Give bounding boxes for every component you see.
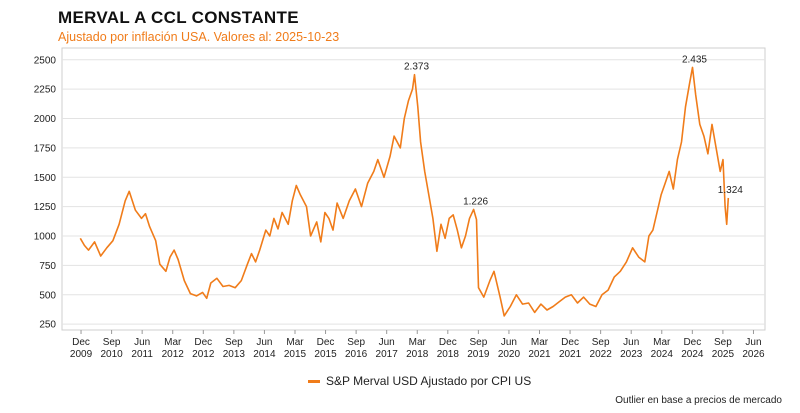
x-tick-label-year: 2020 xyxy=(498,349,521,360)
legend-swatch xyxy=(308,379,320,383)
x-tick-label-month: Sep xyxy=(592,337,610,348)
y-tick-label: 250 xyxy=(39,320,56,331)
x-tick-label-year: 2010 xyxy=(100,349,123,360)
x-tick-label-year: 2021 xyxy=(528,349,551,360)
chart-title: MERVAL A CCL CONSTANTE xyxy=(58,8,299,27)
x-tick-label-month: Dec xyxy=(194,337,212,348)
x-tick-label-year: 2016 xyxy=(345,349,368,360)
x-tick-label-month: Mar xyxy=(531,337,549,348)
x-tick-label-month: Mar xyxy=(653,337,671,348)
x-tick-label-year: 2012 xyxy=(162,349,185,360)
data-label: 2.435 xyxy=(682,54,707,65)
series-line xyxy=(79,66,730,317)
x-tick-label-month: Sep xyxy=(469,337,487,348)
x-tick-label-month: Jun xyxy=(501,337,517,348)
data-label: 1.324 xyxy=(718,185,743,196)
y-tick-label: 1750 xyxy=(34,143,57,154)
y-tick-label: 750 xyxy=(39,261,56,272)
data-label: 1.226 xyxy=(463,196,488,207)
x-tick-label-year: 2022 xyxy=(590,349,613,360)
x-tick-label-year: 2014 xyxy=(253,349,276,360)
y-tick-label: 2250 xyxy=(34,85,57,96)
x-tick-label-year: 2025 xyxy=(712,349,735,360)
x-tick-label-year: 2015 xyxy=(284,349,307,360)
x-tick-label-year: 2013 xyxy=(223,349,246,360)
x-tick-label-month: Sep xyxy=(714,337,732,348)
x-tick-label-year: 2017 xyxy=(376,349,399,360)
x-tick-label-month: Mar xyxy=(164,337,182,348)
x-tick-label-year: 2012 xyxy=(192,349,215,360)
x-tick-label-month: Dec xyxy=(683,337,701,348)
x-tick-label-month: Dec xyxy=(439,337,457,348)
chart-subtitle: Ajustado por inflación USA. Valores al: … xyxy=(58,30,340,44)
y-tick-label: 1000 xyxy=(34,232,57,243)
x-tick-label-month: Dec xyxy=(561,337,579,348)
x-tick-label-month: Mar xyxy=(286,337,304,348)
data-label: 2.373 xyxy=(404,62,429,73)
x-tick-label-month: Dec xyxy=(72,337,90,348)
legend: S&P Merval USD Ajustado por CPI US xyxy=(308,374,531,388)
y-tick-label: 2000 xyxy=(34,114,57,125)
x-tick-label-month: Jun xyxy=(256,337,272,348)
x-tick-label-year: 2011 xyxy=(131,349,153,360)
plot-frame xyxy=(61,47,766,331)
x-tick-label-year: 2019 xyxy=(467,349,490,360)
x-tick-label-month: Sep xyxy=(225,337,243,348)
x-tick-label-year: 2021 xyxy=(559,349,582,360)
x-tick-label-month: Sep xyxy=(347,337,365,348)
x-tick-label-month: Dec xyxy=(317,337,335,348)
gridlines xyxy=(61,47,766,331)
y-tick-label: 1500 xyxy=(34,173,57,184)
series-lines xyxy=(79,66,730,317)
y-tick-label: 1250 xyxy=(34,202,57,213)
x-tick-label-month: Mar xyxy=(409,337,427,348)
x-tick-label-year: 2024 xyxy=(681,349,704,360)
x-tick-label-year: 2026 xyxy=(742,349,765,360)
x-tick-label-month: Jun xyxy=(134,337,150,348)
y-tick-label: 500 xyxy=(39,290,56,301)
x-tick-label-year: 2018 xyxy=(437,349,460,360)
y-axis-ticks: 250 500 750 1000 1250 1500 1750 2000 2250 2500 xyxy=(34,55,57,330)
x-tick-label-month: Jun xyxy=(379,337,395,348)
y-tick-label: 2500 xyxy=(34,55,57,66)
legend-label: S&P Merval USD Ajustado por CPI US xyxy=(326,374,532,388)
x-axis-ticks: Dec2009Sep2010Jun2011Mar2012Dec2012Sep20… xyxy=(70,330,765,360)
x-tick-label-year: 2024 xyxy=(651,349,674,360)
x-tick-label-year: 2015 xyxy=(314,349,337,360)
annotations: 2.373 1.226 2.435 1.324 xyxy=(404,54,743,207)
x-tick-label-month: Jun xyxy=(623,337,639,348)
x-tick-label-year: 2023 xyxy=(620,349,643,360)
x-tick-label-month: Sep xyxy=(103,337,121,348)
footnote: Outlier en base a precios de mercado xyxy=(615,395,782,406)
x-tick-label-year: 2018 xyxy=(406,349,429,360)
x-tick-label-year: 2009 xyxy=(70,349,93,360)
x-tick-label-month: Jun xyxy=(745,337,761,348)
